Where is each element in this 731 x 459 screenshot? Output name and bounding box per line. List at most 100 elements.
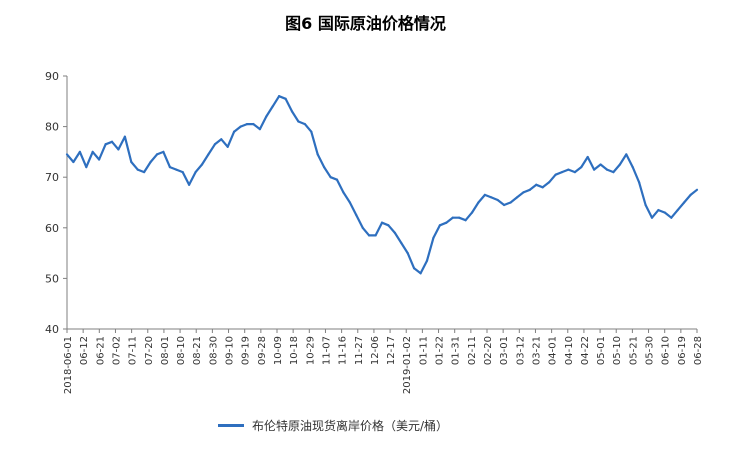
line-segment [168, 166, 178, 171]
line-segment [605, 168, 615, 174]
line-segment [592, 163, 602, 171]
line-segment [323, 166, 332, 179]
x-tick-label: 01-22 [435, 336, 446, 365]
x-tick-label: 06-12 [79, 336, 90, 365]
x-tick-label: 08-01 [160, 336, 171, 365]
line-segment [233, 125, 242, 133]
line-segment [85, 150, 94, 169]
line-segment [181, 171, 191, 186]
line-segment [631, 166, 641, 184]
line-segment [490, 196, 499, 202]
line-segment [432, 224, 441, 239]
y-axis: 40 50 60 70 80 90 [45, 70, 68, 336]
x-tick-label: 2018-06-01 [63, 336, 74, 394]
line-segment [477, 193, 486, 204]
line-segment [265, 105, 274, 118]
line-segment [97, 143, 107, 161]
line-segment [303, 122, 313, 133]
line-segment [573, 166, 583, 174]
line-segment [464, 211, 474, 222]
line-segment [644, 203, 654, 219]
x-tick-label: 04-22 [580, 336, 591, 365]
line-segment [400, 241, 409, 255]
line-segment [676, 201, 686, 212]
x-tick-label: 10-18 [289, 336, 300, 365]
line-segment [117, 135, 127, 151]
line-segment [188, 171, 197, 186]
legend-swatch [218, 423, 244, 427]
x-tick-label: 02-20 [483, 336, 494, 365]
line-segment [252, 122, 261, 131]
line-segment [284, 97, 294, 113]
x-tick-label: 08-10 [176, 336, 187, 365]
line-segment [637, 181, 647, 207]
line-segment [123, 135, 133, 164]
x-tick-label: 09-28 [257, 336, 268, 365]
line-segment [522, 188, 532, 194]
x-tick-label: 02-11 [467, 336, 478, 365]
x-tick-label: 06-10 [661, 336, 672, 365]
line-segment [406, 252, 416, 270]
line-segment [560, 168, 570, 174]
line-segment [72, 150, 82, 164]
line-segment [458, 216, 467, 222]
legend-label: 布伦特原油现货离岸价格（美元/桶） [252, 418, 449, 433]
line-segment [355, 214, 364, 229]
x-tick-label: 09-19 [241, 336, 252, 365]
line-segment [213, 138, 223, 146]
line-segment [239, 122, 249, 128]
line-segment [657, 209, 667, 214]
x-tick-label: 03-01 [499, 336, 510, 365]
line-segment [130, 160, 139, 171]
line-segment [625, 153, 634, 169]
x-tick-label: 11-07 [321, 336, 332, 365]
line-segment [438, 221, 448, 227]
x-tick-label: 2019-01-02 [402, 336, 413, 394]
x-tick-label: 05-21 [628, 336, 639, 365]
x-tick-label: 03-12 [515, 336, 526, 365]
x-tick-label: 04-10 [564, 336, 575, 365]
line-segment [316, 153, 326, 169]
line-segment [200, 153, 210, 166]
x-tick-label: 05-30 [645, 336, 656, 365]
line-segment [554, 171, 564, 176]
line-segment [547, 173, 557, 184]
line-segment [380, 221, 390, 227]
x-tick-label: 07-11 [128, 336, 139, 365]
x-tick-label: 11-27 [354, 336, 365, 365]
x-tick-label: 05-10 [612, 336, 623, 365]
line-segment [175, 168, 184, 174]
x-tick-label: 03-21 [531, 336, 542, 365]
series-line [65, 95, 699, 275]
line-segment [220, 138, 229, 148]
line-segment [483, 193, 493, 199]
line-segment [425, 236, 435, 262]
y-tick-label: 80 [45, 121, 59, 134]
x-tick-label: 07-20 [144, 336, 155, 365]
line-segment [143, 160, 152, 174]
x-tick-label: 12-06 [370, 336, 381, 365]
line-segment [580, 155, 589, 169]
line-segment [599, 163, 609, 171]
line-segment [663, 211, 673, 219]
line-segment [689, 188, 699, 196]
x-tick-label: 09-10 [225, 336, 236, 365]
x-tick-label: 07-02 [111, 336, 122, 365]
line-segment [535, 183, 544, 189]
line-segment [226, 130, 236, 148]
line-segment [612, 163, 622, 174]
line-segment [290, 110, 300, 123]
x-tick-label: 10-29 [305, 336, 316, 365]
line-segment [413, 267, 422, 275]
line-segment [528, 183, 538, 191]
line-segment [329, 176, 339, 181]
line-segment [374, 221, 384, 237]
line-segment [278, 95, 287, 100]
x-tick-label: 08-21 [192, 336, 203, 365]
line-segment [682, 193, 692, 204]
x-axis: 2018-06-01 06-12 06-21 07-02 07-11 07-20 08-01… [63, 328, 704, 394]
x-tick-label: 05-01 [596, 336, 607, 365]
line-segment [78, 150, 88, 169]
line-segment [297, 120, 306, 126]
line-segment [509, 196, 519, 204]
